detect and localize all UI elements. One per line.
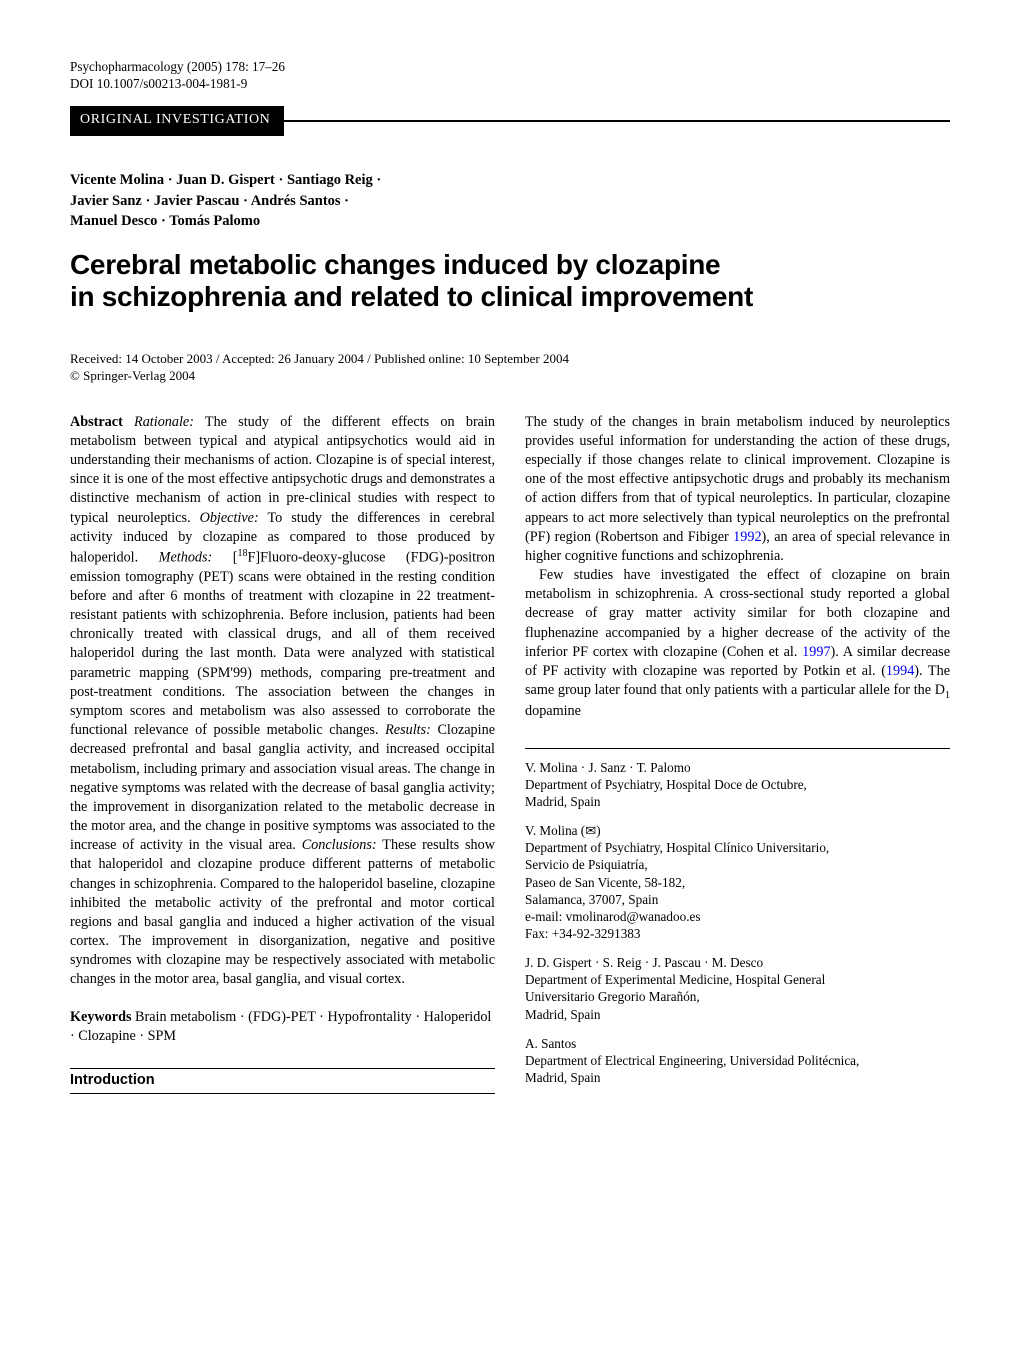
intro-text: dopamine — [525, 703, 581, 719]
affil-line: Department of Psychiatry, Hospital Doce … — [525, 776, 950, 793]
journal-citation: Psychopharmacology (2005) 178: 17–26 — [70, 58, 950, 75]
affil-line: Salamanca, 37007, Spain — [525, 891, 950, 908]
affil-line: Madrid, Spain — [525, 1006, 950, 1023]
citation-year: 1992 — [733, 529, 761, 545]
keywords-label: Keywords — [70, 1009, 131, 1025]
keywords-text: Brain metabolism · (FDG)-PET · Hypofront… — [70, 1009, 491, 1044]
author-list: Vicente Molina · Juan D. Gispert · Santi… — [70, 170, 950, 231]
affiliation-group: A. Santos Department of Electrical Engin… — [525, 1035, 950, 1086]
conclusions-label: Conclusions: — [302, 837, 377, 853]
affil-email: e-mail: vmolinarod@wanadoo.es — [525, 908, 950, 925]
dopamine-subscript: 1 — [945, 690, 950, 701]
affil-fax: Fax: +34-92-3291383 — [525, 925, 950, 942]
intro-paragraph: Few studies have investigated the effect… — [525, 566, 950, 722]
objective-label: Objective: — [200, 510, 259, 526]
affiliation-group: V. Molina · J. Sanz · T. Palomo Departme… — [525, 759, 950, 810]
affil-names: J. D. Gispert · S. Reig · J. Pascau · M.… — [525, 954, 950, 971]
section-banner: ORIGINAL INVESTIGATION — [70, 106, 950, 136]
introduction-heading: Introduction — [70, 1068, 495, 1095]
title-line: in schizophrenia and related to clinical… — [70, 281, 753, 312]
introduction-body: The study of the changes in brain metabo… — [525, 413, 950, 722]
dates-line: Received: 14 October 2003 / Accepted: 26… — [70, 350, 950, 368]
two-column-body: Abstract Rationale: The study of the dif… — [70, 413, 950, 1097]
conclusions-text: These results show that haloperidol and … — [70, 837, 495, 987]
article-title: Cerebral metabolic changes induced by cl… — [70, 249, 950, 313]
affiliation-group-corresponding: V. Molina (✉) Department of Psychiatry, … — [525, 822, 950, 942]
results-text: Clozapine decreased prefrontal and basal… — [70, 722, 495, 853]
authors-line: Manuel Desco · Tomás Palomo — [70, 211, 950, 231]
affil-names: V. Molina · J. Sanz · T. Palomo — [525, 759, 950, 776]
authors-line: Javier Sanz · Javier Pascau · Andrés San… — [70, 191, 950, 211]
abstract-label: Abstract — [70, 414, 123, 430]
affil-line: Universitario Gregorio Marañón, — [525, 988, 950, 1005]
keywords: Keywords Brain metabolism · (FDG)-PET · … — [70, 1008, 495, 1046]
intro-paragraph: The study of the changes in brain metabo… — [525, 413, 950, 566]
affil-line: Department of Experimental Medicine, Hos… — [525, 971, 950, 988]
affiliation-group: J. D. Gispert · S. Reig · J. Pascau · M.… — [525, 954, 950, 1023]
methods-text: F]Fluoro-deoxy-glucose (FDG)-positron em… — [70, 550, 495, 739]
results-label: Results: — [385, 722, 431, 738]
affil-line: Madrid, Spain — [525, 793, 950, 810]
affil-names: V. Molina (✉) — [525, 822, 950, 839]
rationale-label: Rationale: — [134, 414, 194, 430]
affil-names: A. Santos — [525, 1035, 950, 1052]
methods-label: Methods: — [159, 550, 213, 566]
doi-line: DOI 10.1007/s00213-004-1981-9 — [70, 75, 950, 92]
authors-line: Vicente Molina · Juan D. Gispert · Santi… — [70, 170, 950, 190]
affil-line: Madrid, Spain — [525, 1069, 950, 1086]
abstract: Abstract Rationale: The study of the dif… — [70, 413, 495, 990]
title-line: Cerebral metabolic changes induced by cl… — [70, 249, 720, 280]
affil-line: Department of Psychiatry, Hospital Clíni… — [525, 839, 950, 856]
affil-line: Department of Electrical Engineering, Un… — [525, 1052, 950, 1069]
copyright-line: © Springer-Verlag 2004 — [70, 367, 950, 385]
affil-line: Paseo de San Vicente, 58-182, — [525, 874, 950, 891]
intro-text: The study of the changes in brain metabo… — [525, 414, 950, 545]
isotope-sup: 18 — [238, 548, 248, 559]
section-label: ORIGINAL INVESTIGATION — [70, 106, 284, 136]
citation-year: 1997 — [802, 644, 830, 660]
methods-text: [ — [212, 550, 237, 566]
affiliations: V. Molina · J. Sanz · T. Palomo Departme… — [525, 748, 950, 1087]
affil-line: Servicio de Psiquiatría, — [525, 856, 950, 873]
citation-year: 1994 — [886, 663, 914, 679]
publication-dates: Received: 14 October 2003 / Accepted: 26… — [70, 350, 950, 385]
